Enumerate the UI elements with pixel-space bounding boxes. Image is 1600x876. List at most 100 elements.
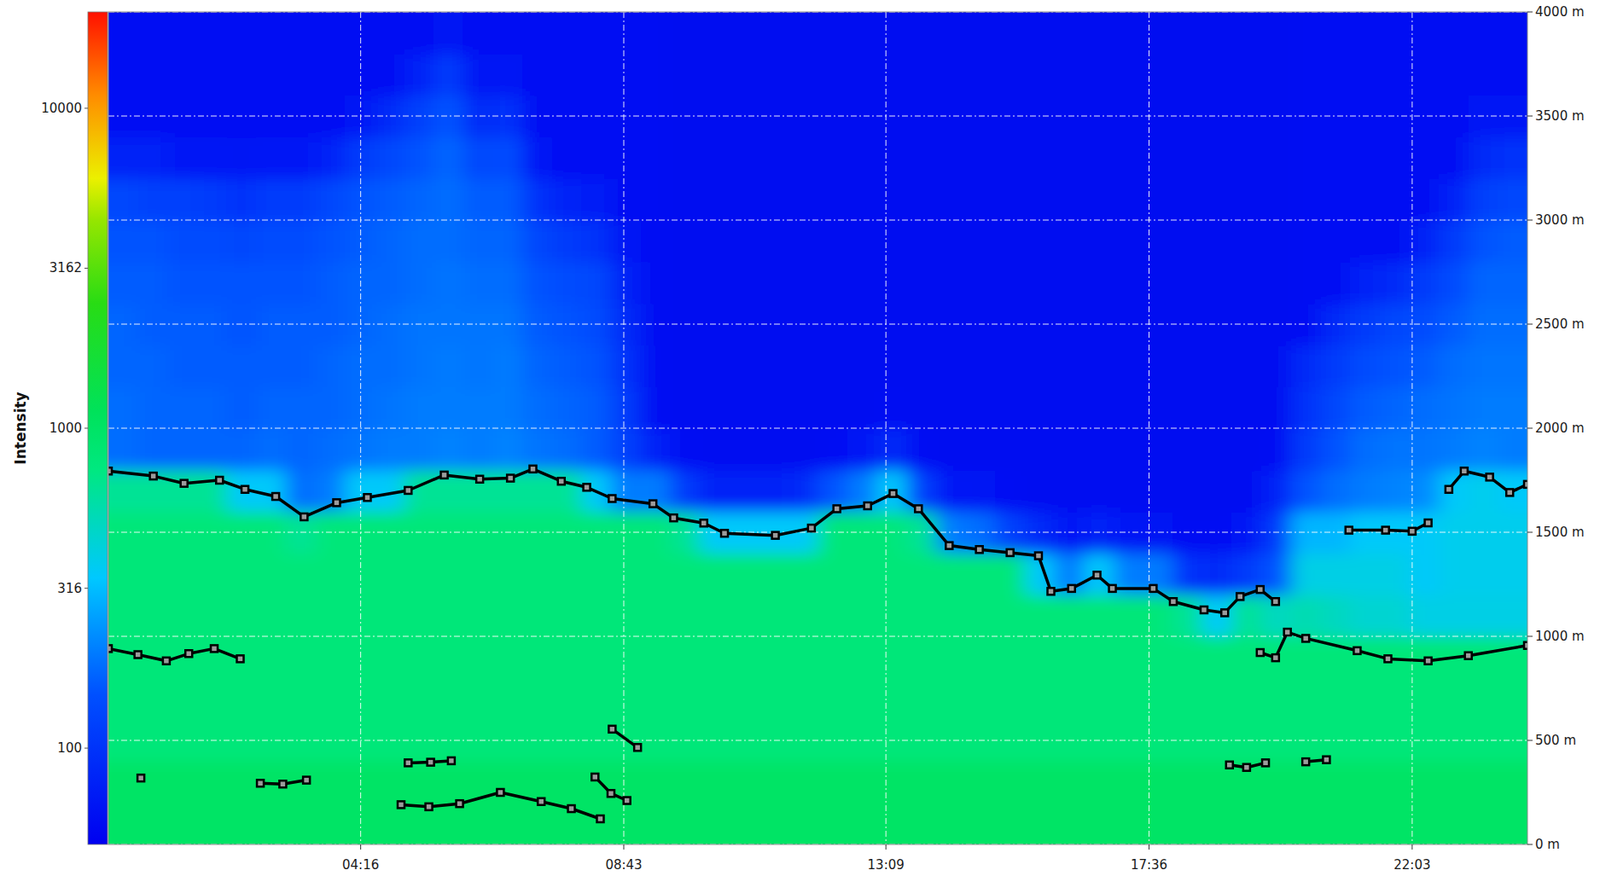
heatmap-cell (1113, 178, 1144, 222)
heatmap-cell (374, 178, 405, 222)
heatmap-cell (1202, 636, 1233, 680)
heatmap-cell (463, 53, 494, 97)
heatmap-cell (1349, 220, 1380, 263)
heatmap-cell (1232, 53, 1263, 97)
heatmap-cell (552, 428, 582, 472)
heatmap-cell (877, 53, 908, 97)
chart: 04:1608:4313:0917:3622:030 m500 m1000 m1… (0, 0, 1600, 876)
heatmap-cell (1054, 386, 1085, 430)
heatmap-cell (581, 344, 611, 388)
heatmap-cell (788, 761, 819, 804)
heatmap-cell (965, 53, 996, 97)
heatmap-cell (315, 386, 346, 430)
heatmap-cell (1202, 470, 1233, 513)
heatmap-cell (522, 261, 553, 305)
heatmap-cell (492, 344, 523, 388)
heatmap-cell (1202, 220, 1233, 263)
heatmap-cell (492, 220, 523, 263)
grid-line-x (1411, 11, 1413, 845)
heatmap-cell (906, 178, 937, 222)
heatmap-cell (1202, 261, 1233, 305)
layer-marker (669, 514, 677, 522)
layer-marker (134, 651, 142, 658)
heatmap-cell (1054, 11, 1085, 55)
heatmap-cell (1291, 428, 1321, 472)
heatmap-cell (1291, 802, 1321, 845)
heatmap-cell (1349, 552, 1380, 596)
heatmap-cell (1497, 761, 1528, 804)
heatmap-cell (936, 761, 966, 804)
heatmap-cell (256, 386, 286, 430)
heatmap-cell (463, 344, 494, 388)
heatmap-cell (167, 178, 198, 222)
heatmap-cell (1349, 428, 1380, 472)
heatmap-cell (1438, 428, 1469, 472)
layer-marker (1445, 486, 1453, 494)
heatmap-cell (403, 136, 434, 180)
heatmap-cell (1083, 802, 1114, 845)
heatmap-cell (1408, 428, 1439, 472)
heatmap-cell (965, 678, 996, 722)
heatmap-cell (1083, 470, 1114, 513)
heatmap-cell (965, 386, 996, 430)
heatmap-cell (1143, 136, 1174, 180)
heatmap-cell (1291, 344, 1321, 388)
heatmap-cell (1261, 802, 1292, 845)
layer-marker (1353, 647, 1361, 655)
heatmap-cell (138, 344, 169, 388)
layer-marker (1221, 609, 1228, 617)
heatmap-cell (1497, 678, 1528, 722)
heatmap-cell (522, 678, 553, 722)
heatmap-cell (729, 761, 760, 804)
heatmap-cell (994, 552, 1025, 596)
heatmap-cell (1408, 386, 1439, 430)
heatmap-cell (729, 136, 760, 180)
heatmap-cell (403, 428, 434, 472)
heatmap-cell (1408, 552, 1439, 596)
heatmap-cell (729, 53, 760, 97)
heatmap-cell (965, 802, 996, 845)
heatmap-cell (552, 470, 582, 513)
y-tick (1527, 636, 1533, 638)
heatmap-cell (1291, 594, 1321, 638)
heatmap-cell (344, 95, 375, 139)
heatmap-cell (1054, 636, 1085, 680)
heatmap-cell (1497, 594, 1528, 638)
heatmap-cell (640, 636, 671, 680)
heatmap-cell (1438, 53, 1469, 97)
heatmap-cell (1202, 303, 1233, 347)
heatmap-cell (492, 552, 523, 596)
heatmap-cell (1468, 802, 1499, 845)
heatmap-cell (552, 552, 582, 596)
heatmap-cell (1320, 428, 1350, 472)
heatmap-cell (965, 344, 996, 388)
heatmap-cell (906, 428, 937, 472)
heatmap-cell (108, 11, 139, 55)
heatmap-cell (818, 386, 849, 430)
layer-marker (568, 805, 576, 813)
heatmap-cell (818, 552, 849, 596)
heatmap-cell (1320, 261, 1350, 305)
heatmap-cell (1113, 470, 1144, 513)
heatmap-cell (1291, 761, 1321, 804)
heatmap-cell (994, 428, 1025, 472)
heatmap-cell (1468, 761, 1499, 804)
grid-line-y (108, 532, 1528, 534)
x-tick (622, 844, 624, 850)
heatmap-cell (197, 220, 227, 263)
heatmap-cell (699, 761, 730, 804)
heatmap-cell (1113, 761, 1144, 804)
heatmap-cell (463, 136, 494, 180)
layer-marker (1272, 598, 1280, 606)
heatmap-cell (758, 220, 789, 263)
layer-marker (1200, 606, 1208, 614)
heatmap-cell (403, 552, 434, 596)
heatmap-cell (463, 386, 494, 430)
heatmap-cell (138, 594, 169, 638)
heatmap-cell (1408, 720, 1439, 763)
heatmap-cell (1113, 594, 1144, 638)
heatmap-cell (492, 594, 523, 638)
heatmap-cell (492, 261, 523, 305)
heatmap-cell (936, 344, 966, 388)
layer-marker (976, 546, 984, 553)
